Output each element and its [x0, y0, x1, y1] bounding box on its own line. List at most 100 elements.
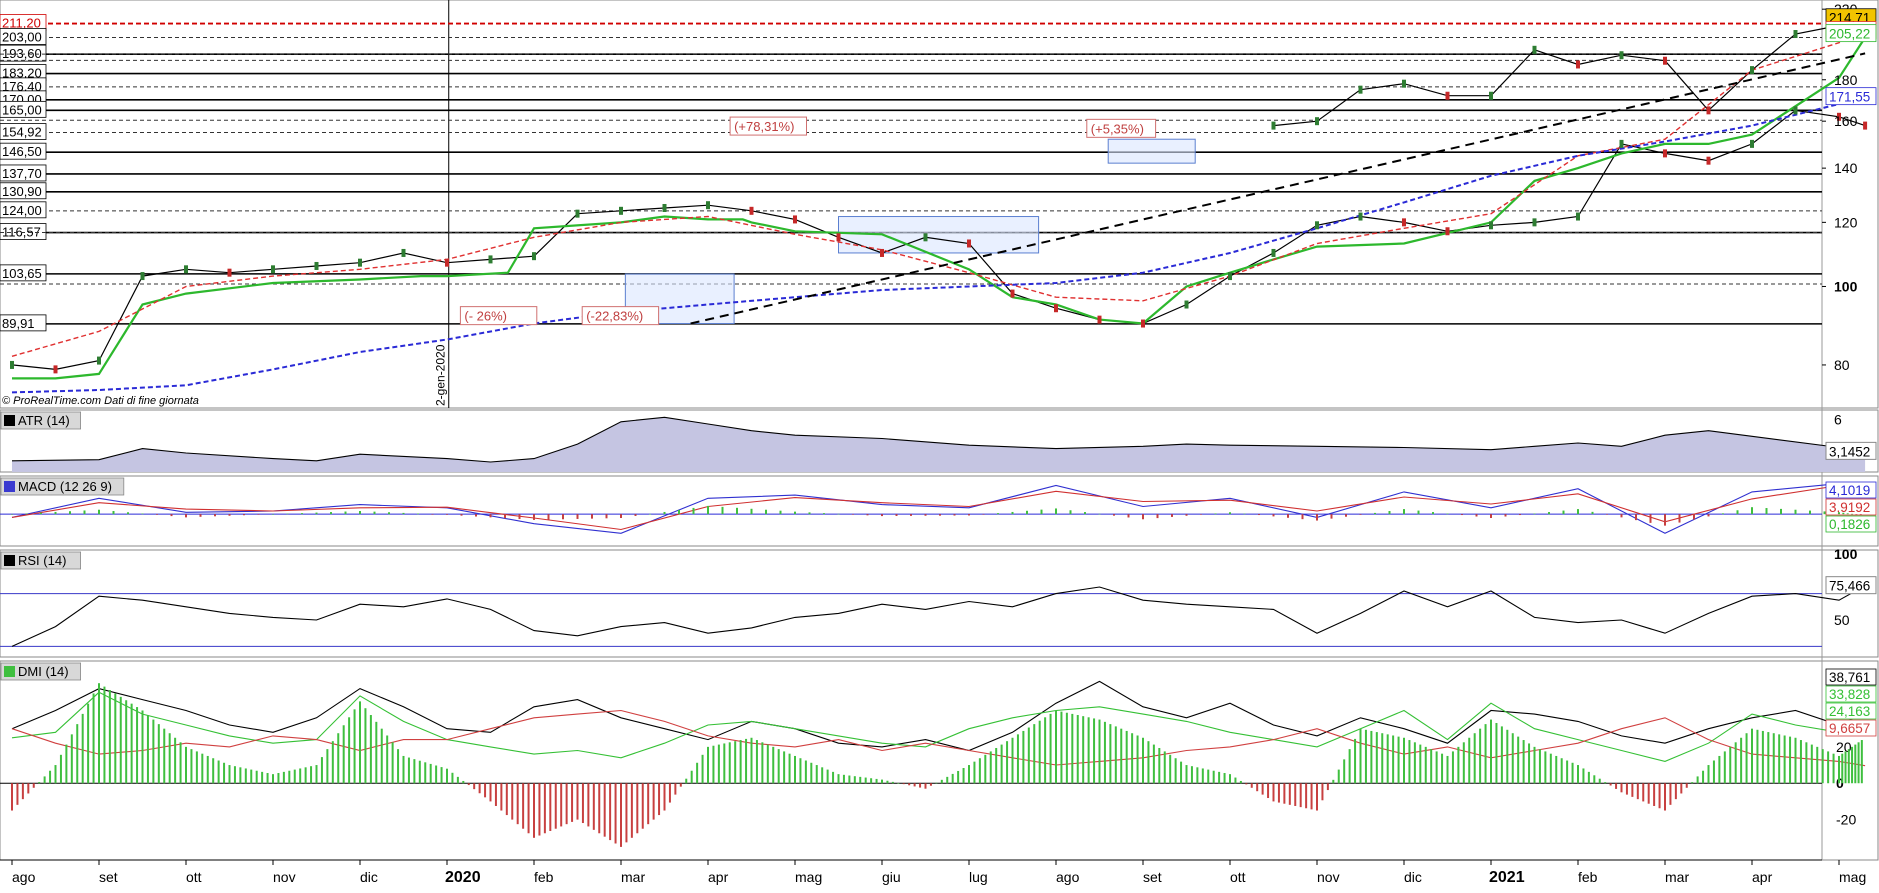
dmi-histogram-bar	[1196, 767, 1199, 784]
dmi-histogram-bar	[157, 724, 160, 784]
dmi-histogram-bar	[984, 754, 987, 784]
level-tag: 130,90	[2, 184, 42, 199]
macd-histogram-bar	[1751, 507, 1753, 515]
price-value-tag: 205,22	[1829, 27, 1870, 42]
dmi-histogram-bar	[1044, 717, 1047, 784]
level-tag: 211,20	[2, 16, 41, 31]
dmi-histogram-bar	[1511, 733, 1514, 784]
dmi-histogram-bar	[1082, 716, 1085, 784]
dmi-histogram-bar	[1354, 738, 1357, 784]
macd-histogram-bar	[1243, 513, 1246, 515]
dmi-histogram-bar	[609, 783, 612, 841]
rsi-title: RSI (14)	[0, 551, 81, 570]
dmi-value: 9,6657	[1829, 721, 1870, 736]
macd-histogram-bar	[344, 511, 347, 515]
dmi-histogram-bar	[1685, 783, 1688, 788]
dmi-histogram-bar	[1451, 751, 1454, 784]
price-candle	[358, 258, 362, 267]
dmi-histogram-bar	[1038, 720, 1041, 784]
dmi-histogram-bar	[1435, 751, 1438, 784]
x-tick-label: ago	[12, 869, 36, 885]
dmi-histogram-bar	[348, 717, 351, 784]
macd-title-box	[0, 477, 125, 496]
dmi-histogram-bar	[973, 761, 976, 784]
dmi-histogram-bar	[489, 783, 492, 802]
macd-histogram-bar	[1113, 514, 1115, 516]
macd-histogram-bar	[11, 514, 13, 515]
x-tick-label: dic	[1404, 869, 1422, 885]
macd-histogram-bar	[1794, 509, 1797, 515]
macd-histogram-bar	[1330, 514, 1333, 519]
macd-histogram-bar	[837, 513, 840, 515]
macd-histogram-bar	[939, 514, 941, 516]
price-candle	[836, 233, 841, 242]
dmi-histogram-bar	[1723, 751, 1726, 784]
atr-value: 3,1452	[1829, 444, 1870, 459]
macd-histogram-bar	[286, 513, 289, 515]
macd-histogram-bar	[692, 507, 695, 515]
dmi-histogram-bar	[1851, 746, 1854, 784]
dmi-value: 33,828	[1829, 687, 1870, 702]
level-tag: 154,92	[2, 125, 42, 140]
macd-histogram-bar	[199, 514, 202, 517]
dmi-histogram-bar	[391, 742, 394, 784]
dmi-histogram-bar	[1098, 719, 1101, 784]
dmi-histogram-bar	[462, 780, 465, 784]
dmi-histogram-bar	[647, 783, 650, 825]
dmi-histogram-bar	[897, 783, 900, 784]
dmi-histogram-bar	[190, 749, 193, 784]
macd-histogram-bar	[1258, 514, 1260, 516]
dmi-histogram-bar	[766, 744, 769, 784]
rsi-panel: 100 50 75,466	[0, 546, 1877, 647]
dmi-histogram-bar	[690, 770, 693, 784]
macd-histogram-bar	[1842, 512, 1845, 515]
price-value-tag: 171,55	[1829, 90, 1870, 105]
dmi-histogram-bar	[484, 783, 487, 798]
dmi-histogram-bar	[658, 783, 661, 816]
macd-histogram-bar	[127, 512, 129, 515]
dmi-histogram-bar	[804, 760, 807, 784]
dmi-histogram-bar	[685, 778, 688, 784]
dmi-histogram-bar	[1658, 783, 1661, 809]
dmi-histogram-bar	[946, 776, 949, 784]
macd-histogram-bar	[214, 514, 216, 517]
macd-histogram-bar	[1069, 510, 1072, 515]
macd-value-box	[1825, 515, 1877, 533]
dmi-histogram-bar	[1827, 751, 1830, 784]
price-series-close_2	[1273, 16, 1866, 127]
dmi-line-DIplus	[11, 691, 1866, 762]
rsi-value: 75,466	[1829, 579, 1870, 594]
price-candle	[1141, 319, 1145, 328]
dmi-histogram-bar	[1647, 783, 1650, 804]
level-tag-box	[0, 182, 47, 200]
macd-histogram-bar	[576, 514, 579, 519]
dmi-histogram-bar	[1316, 783, 1318, 811]
macd-histogram-bar	[852, 514, 854, 515]
dmi-histogram-bar	[1821, 749, 1824, 784]
dmi-histogram-bar	[288, 770, 291, 784]
price-candle	[1271, 121, 1276, 130]
x-tick-label: set	[99, 869, 118, 885]
macd-histogram-bar	[605, 514, 608, 519]
dmi-histogram-bar	[179, 742, 182, 784]
price-candle	[749, 206, 754, 215]
dmi-histogram-bar	[1424, 746, 1427, 784]
percent-annotation: (-22,83%)	[586, 309, 643, 324]
dmi-histogram-bar	[1283, 783, 1286, 804]
dmi-histogram-bar	[1364, 729, 1367, 784]
dmi-histogram-bar	[1011, 737, 1014, 784]
dmi-histogram-bar	[995, 747, 998, 784]
macd-histogram-bar	[475, 514, 477, 517]
dmi-histogram-bar	[603, 783, 606, 837]
percent-annotation: (+78,31%)	[734, 119, 794, 134]
dmi-histogram-bar	[1223, 773, 1226, 784]
consolidation-box	[1107, 138, 1196, 164]
macd-histogram-bar	[968, 514, 970, 516]
dmi-histogram-bar	[1370, 730, 1373, 784]
dmi-histogram-bar	[239, 767, 242, 784]
dmi-histogram-bar	[1636, 783, 1639, 800]
dmi-histogram-bar	[326, 749, 329, 784]
macd-histogram-bar	[98, 509, 100, 515]
dmi-histogram-bar	[1816, 746, 1819, 784]
dmi-histogram-bar	[168, 733, 171, 784]
